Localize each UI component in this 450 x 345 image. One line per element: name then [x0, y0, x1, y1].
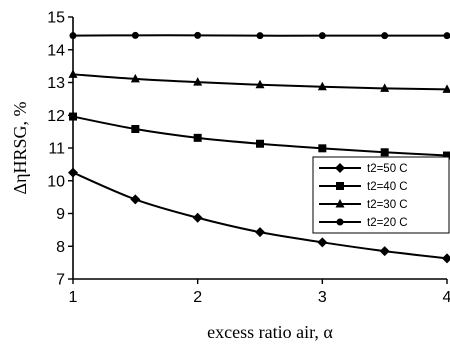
series-circle: [69, 31, 450, 40]
y-tick-label: 14: [47, 42, 65, 59]
data-point: [194, 31, 202, 39]
data-point: [317, 237, 328, 248]
y-axis-title: ΔηHRSG, %: [10, 101, 30, 194]
data-point: [317, 81, 327, 91]
series-triangle: [68, 69, 450, 93]
legend-marker: [336, 218, 344, 226]
y-tick-label: 9: [56, 206, 65, 223]
x-tick-label: 1: [69, 289, 78, 306]
x-tick-label: 3: [318, 289, 327, 306]
axes: [68, 16, 448, 284]
legend: t2=50 C t2=40 C t2=30 C t2=20 C: [312, 156, 450, 234]
data-point: [69, 112, 77, 121]
y-tick-label: 11: [48, 141, 65, 158]
legend-entry: t2=20 C: [319, 217, 408, 229]
data-point: [131, 31, 139, 39]
y-tick-label: 7: [56, 272, 65, 289]
data-point: [381, 32, 389, 40]
data-point: [193, 77, 203, 86]
data-point: [130, 73, 140, 83]
series-line: [72, 115, 448, 157]
legend-marker: [335, 163, 345, 173]
y-tick-label: 15: [47, 10, 65, 27]
data-point: [256, 32, 264, 40]
data-point: [255, 227, 265, 238]
data-point: [68, 167, 78, 178]
data-point: [379, 246, 390, 257]
data-point: [318, 144, 327, 153]
legend-label: t2=20 C: [367, 217, 408, 229]
series-square: [69, 112, 450, 160]
x-axis-title: excess ratio air, α: [207, 322, 333, 342]
legend-marker: [336, 182, 344, 190]
x-tick-label: 2: [193, 289, 202, 306]
legend-entry: t2=50 C: [319, 163, 408, 175]
legend-marker: [335, 199, 345, 208]
legend-entry: t2=30 C: [319, 199, 408, 211]
legend-label: t2=50 C: [367, 163, 408, 175]
data-point: [192, 212, 203, 223]
data-point: [443, 151, 450, 160]
data-point: [68, 69, 78, 78]
legend-label: t2=40 C: [367, 181, 408, 193]
legend-label: t2=30 C: [367, 199, 408, 211]
data-point: [443, 32, 450, 40]
data-point: [255, 79, 265, 89]
data-point: [442, 84, 450, 93]
data-point: [131, 125, 140, 134]
data-point: [193, 133, 202, 142]
y-tick-label: 8: [56, 239, 65, 256]
data-point: [256, 139, 264, 148]
series-layer: [68, 31, 450, 264]
data-point: [69, 32, 77, 40]
legend-entry: t2=40 C: [319, 181, 408, 193]
data-point: [380, 83, 390, 92]
data-point: [442, 253, 450, 264]
y-tick-label: 12: [47, 108, 65, 125]
data-point: [318, 32, 326, 40]
y-tick-label: 10: [47, 173, 65, 190]
data-point: [380, 148, 389, 157]
series-diamond: [68, 167, 450, 264]
y-tick-label: 13: [47, 75, 65, 92]
x-tick-label: 4: [443, 289, 450, 306]
legend-box: [312, 156, 450, 234]
data-point: [130, 194, 141, 205]
